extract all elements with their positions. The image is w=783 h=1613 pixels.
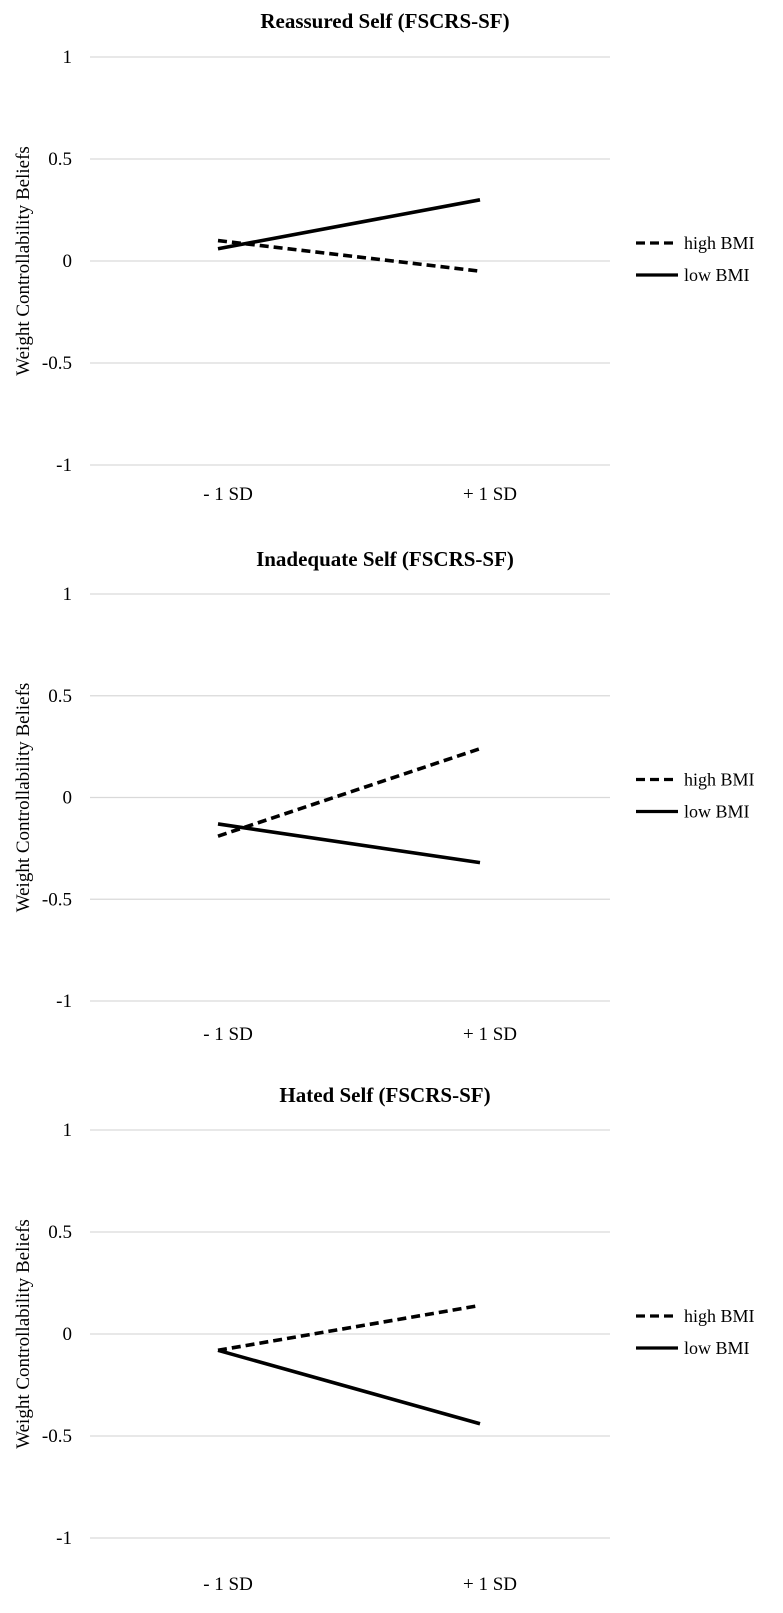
y-tick-label: -1 [56,991,72,1012]
series-line-low-bmi [217,1348,481,1426]
legend-label: high BMI [684,770,755,790]
legend-label: high BMI [684,1306,755,1326]
y-tick-label: -1 [56,455,72,476]
y-tick-label: 0.5 [48,686,72,707]
y-tick-label: -1 [56,1528,72,1549]
chart-title: Reassured Self (FSCRS-SF) [260,9,509,33]
chart-panel: Inadequate Self (FSCRS-SF) 1 0.5 0 -0.5 -1 Wei… [13,547,755,1045]
y-tick-label: -0.5 [42,353,72,374]
y-axis-title: Weight Controllability Beliefs [13,1219,34,1449]
y-tick-label: 1 [63,47,73,68]
series-line-high-bmi [217,238,481,273]
chart-title: Inadequate Self (FSCRS-SF) [256,547,514,571]
legend-label: low BMI [684,265,750,285]
y-axis-title: Weight Controllability Beliefs [13,146,34,376]
y-tick-label: 0 [63,251,73,272]
y-tick-label: 0 [63,788,73,809]
x-category-label: - 1 SD [203,1574,253,1595]
y-tick-label: 0.5 [48,1222,72,1243]
legend-label: low BMI [684,802,750,822]
y-tick-label: 1 [63,1120,73,1141]
legend-label: low BMI [684,1338,750,1358]
x-category-label: + 1 SD [463,1024,517,1045]
y-tick-label: -0.5 [42,889,72,910]
x-category-label: + 1 SD [463,484,517,505]
chart-panel: Hated Self (FSCRS-SF) 1 0.5 0 -0.5 -1 Weight C… [13,1083,755,1595]
chart-title: Hated Self (FSCRS-SF) [279,1083,490,1107]
x-category-label: - 1 SD [203,484,253,505]
y-tick-label: 0 [63,1324,73,1345]
series-line-low-bmi [217,822,481,865]
y-tick-label: 0.5 [48,149,72,170]
chart-panel: Reassured Self (FSCRS-SF) 1 0.5 0 -0.5 -1 Weig… [13,9,755,505]
series-line-high-bmi [217,1303,481,1353]
y-axis-title: Weight Controllability Beliefs [13,683,34,913]
x-category-label: + 1 SD [463,1574,517,1595]
series-line-high-bmi [217,746,481,838]
legend-label: high BMI [684,233,755,253]
x-category-label: - 1 SD [203,1024,253,1045]
y-tick-label: -0.5 [42,1426,72,1447]
series-line-low-bmi [217,198,481,251]
y-tick-label: 1 [63,584,73,605]
